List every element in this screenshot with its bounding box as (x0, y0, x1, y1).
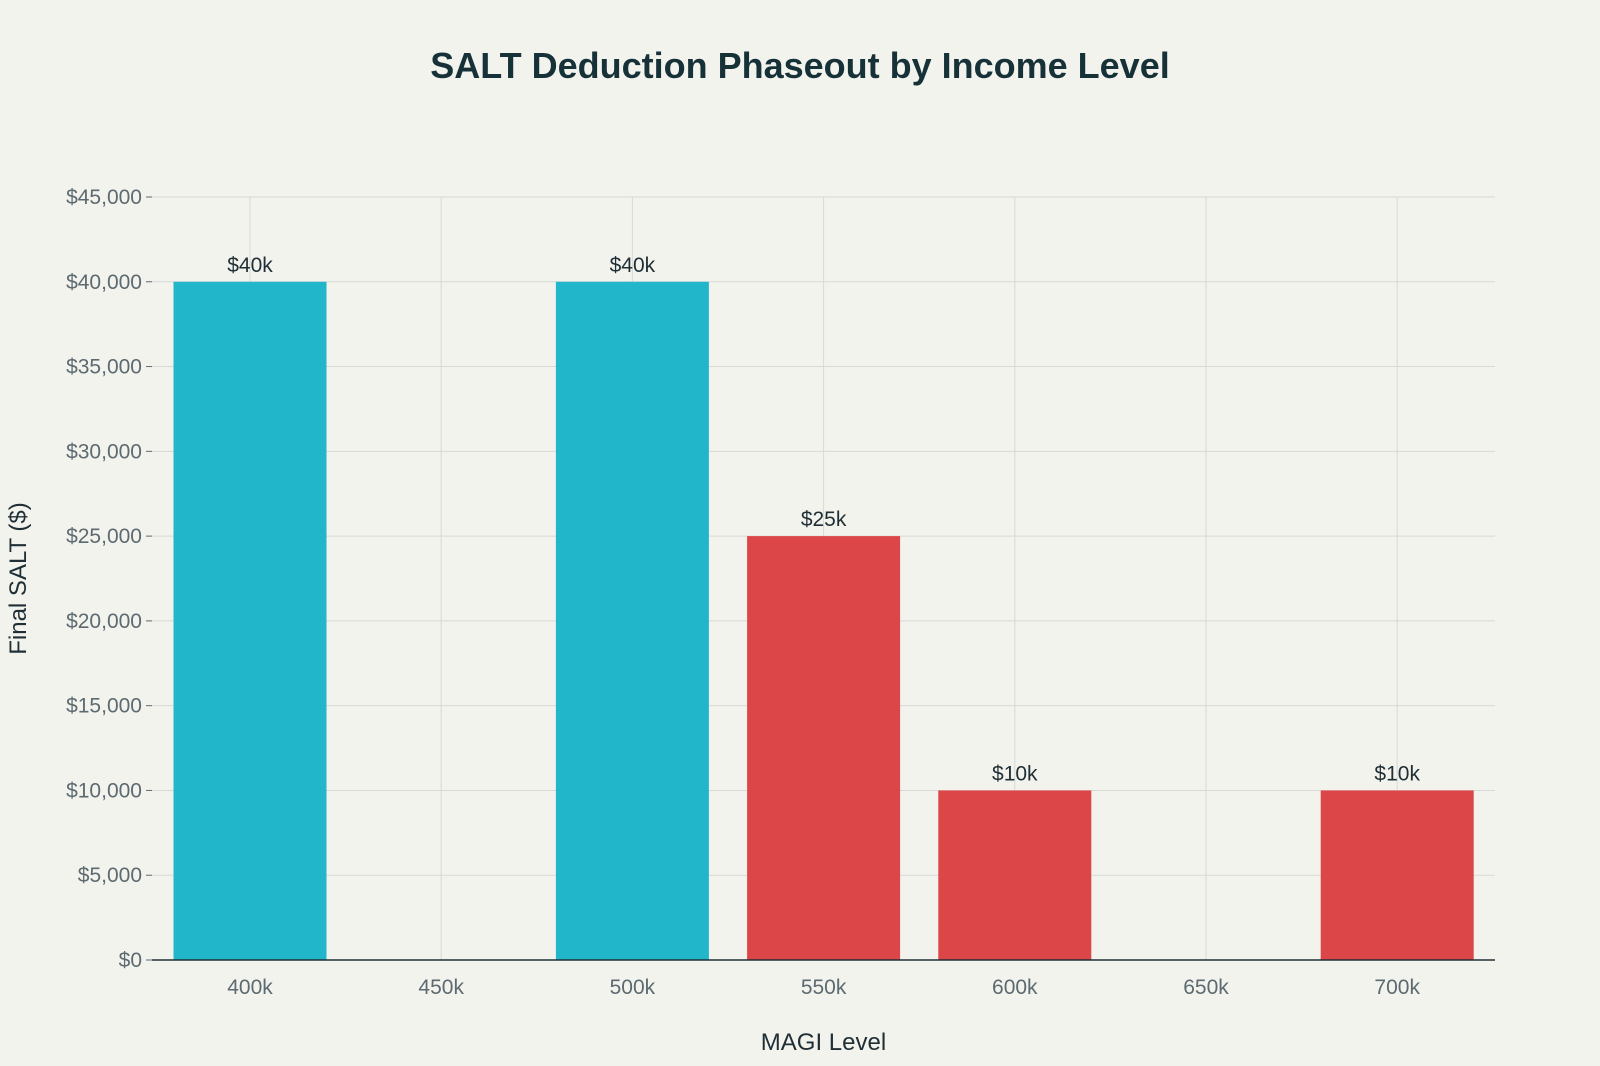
data-labels: $40k $40k $25k $10k $10k (227, 254, 1420, 786)
y-tick-label: $35,000 (66, 356, 142, 379)
y-axis-ticks: $0 $5,000 $10,000 $15,000 $20,000 $25,000 $30,… (66, 186, 152, 972)
data-label-600k: $10k (992, 762, 1038, 785)
y-tick-label: $40,000 (66, 271, 142, 294)
x-axis-ticks: 400k 450k 500k 550k 600k 650k 700k (227, 976, 1420, 999)
x-tick-label: 450k (418, 976, 464, 999)
bar-500k (555, 281, 709, 960)
bar-400k (173, 281, 327, 960)
data-label-700k: $10k (1374, 762, 1420, 785)
y-tick-label: $25,000 (66, 525, 142, 548)
y-tick-label: $20,000 (66, 610, 142, 633)
x-axis-title: MAGI Level (761, 1029, 886, 1056)
y-tick-label: $45,000 (66, 186, 142, 209)
y-tick-label: $15,000 (66, 695, 142, 718)
data-label-550k: $25k (801, 508, 847, 531)
y-tick-label: $10,000 (66, 779, 142, 802)
x-tick-label: 650k (1183, 976, 1229, 999)
bar-700k (1320, 790, 1474, 960)
x-tick-label: 600k (992, 976, 1038, 999)
x-tick-label: 700k (1374, 976, 1420, 999)
y-axis-title: Final SALT ($) (5, 502, 32, 655)
x-tick-label: 550k (801, 976, 847, 999)
data-label-500k: $40k (610, 254, 656, 277)
y-tick-label: $30,000 (66, 440, 142, 463)
x-tick-label: 400k (227, 976, 273, 999)
chart-title: SALT Deduction Phaseout by Income Level (430, 45, 1169, 86)
data-label-400k: $40k (227, 254, 273, 277)
y-tick-label: $5,000 (78, 864, 142, 887)
y-tick-label: $0 (119, 949, 142, 972)
bar-550k (747, 536, 901, 960)
bar-series (173, 281, 1474, 960)
bar-600k (938, 790, 1092, 960)
x-tick-label: 500k (610, 976, 656, 999)
